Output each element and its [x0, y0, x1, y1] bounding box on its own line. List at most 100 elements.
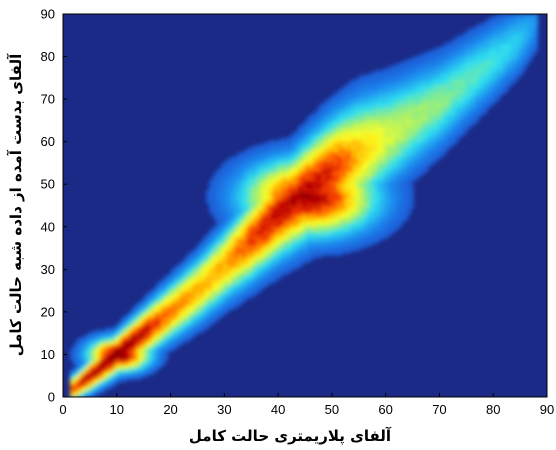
density-cell	[220, 196, 225, 200]
density-cell	[123, 346, 127, 350]
density-cell	[238, 248, 243, 252]
density-cell	[170, 311, 175, 315]
density-cell	[336, 91, 340, 95]
density-cell	[226, 159, 231, 163]
density-cell	[70, 376, 74, 380]
density-cell	[164, 292, 169, 296]
density-cell	[283, 156, 287, 160]
density-cell	[336, 184, 340, 188]
density-cell	[283, 175, 287, 179]
density-cell	[188, 297, 192, 301]
density-cell	[209, 308, 213, 312]
density-cell	[306, 236, 311, 240]
density-cell	[81, 393, 86, 397]
density-cell	[215, 224, 219, 228]
density-cell	[84, 353, 89, 357]
density-cell	[155, 294, 160, 298]
density-cell	[232, 166, 237, 170]
density-cell	[129, 329, 133, 333]
density-cell	[333, 156, 337, 160]
density-cell	[126, 360, 130, 364]
density-cell	[129, 367, 133, 371]
density-cell	[318, 159, 323, 163]
density-cell	[265, 198, 269, 202]
density-cell	[300, 208, 305, 212]
density-cell	[283, 194, 287, 198]
density-cell	[274, 236, 278, 240]
density-cell	[312, 255, 317, 259]
density-cell	[321, 203, 326, 207]
density-cell	[351, 133, 355, 137]
density-cell	[108, 386, 113, 390]
density-cell	[336, 140, 340, 144]
density-cell	[209, 301, 213, 305]
density-cell	[235, 248, 240, 252]
density-cell	[315, 135, 320, 139]
density-cell	[235, 243, 240, 247]
density-cell	[330, 245, 334, 249]
density-cell	[238, 294, 243, 298]
density-cell	[280, 215, 284, 219]
density-cell	[309, 135, 314, 139]
density-cell	[250, 156, 255, 160]
density-cell	[356, 194, 361, 198]
density-cell	[312, 234, 317, 237]
density-cell	[291, 187, 296, 191]
density-cell	[333, 215, 337, 219]
density-cell	[356, 124, 361, 127]
density-cell	[188, 285, 192, 289]
density-cell	[105, 365, 110, 369]
density-cell	[250, 177, 255, 181]
density-cell	[226, 191, 231, 195]
density-cell	[194, 290, 198, 294]
density-cell	[146, 304, 151, 308]
density-cell	[253, 212, 258, 216]
density-cell	[206, 243, 210, 247]
density-cell	[306, 142, 311, 146]
density-cell	[342, 177, 346, 181]
density-cell	[185, 320, 190, 324]
density-cell	[309, 128, 314, 132]
density-cell	[132, 315, 136, 319]
density-cell	[324, 138, 329, 142]
density-cell	[303, 175, 308, 179]
density-cell	[321, 180, 326, 184]
density-cell	[297, 210, 302, 214]
density-cell	[247, 292, 252, 296]
density-cell	[283, 231, 287, 235]
density-cell	[339, 91, 343, 95]
density-cell	[321, 149, 326, 153]
density-cell	[129, 325, 133, 329]
density-cell	[223, 234, 228, 237]
density-cell	[238, 283, 243, 287]
density-cell	[291, 224, 296, 228]
density-cell	[203, 252, 207, 256]
density-cell	[81, 362, 86, 366]
density-cell	[232, 238, 237, 242]
density-cell	[312, 114, 317, 118]
density-cell	[158, 304, 163, 308]
density-cell	[155, 285, 160, 289]
density-cell	[250, 264, 255, 268]
density-cell	[259, 269, 263, 273]
density-cell	[250, 292, 255, 296]
density-cell	[286, 166, 290, 170]
density-cell	[303, 184, 308, 188]
density-cell	[250, 187, 255, 191]
density-cell	[144, 358, 148, 362]
density-cell	[96, 360, 101, 364]
density-cell	[288, 189, 293, 193]
density-cell	[81, 379, 86, 383]
density-cell	[182, 280, 187, 284]
density-cell	[158, 362, 163, 366]
density-cell	[173, 294, 178, 298]
density-cell	[291, 154, 296, 158]
density-cell	[339, 196, 343, 200]
density-cell	[345, 168, 349, 172]
density-cell	[277, 201, 281, 205]
density-cell	[359, 234, 364, 237]
density-cell	[212, 231, 216, 235]
density-cell	[271, 159, 275, 163]
density-cell	[274, 166, 278, 170]
density-cell	[223, 301, 228, 305]
